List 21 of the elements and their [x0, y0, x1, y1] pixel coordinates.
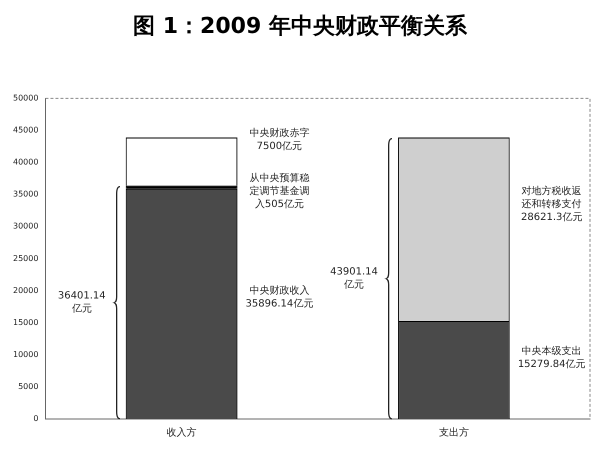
annotation: 从中央预算稳定调节基金调入505亿元 [249, 172, 310, 210]
annotation: 对地方税收返还和转移支付28621.3亿元 [521, 184, 582, 223]
y-tick-label: 50000 [12, 93, 38, 102]
y-tick-label: 40000 [12, 158, 38, 167]
annotation: 中央财政赤字7500亿元 [249, 127, 310, 152]
annotation: 中央本级支出15279.84亿元 [518, 345, 586, 370]
y-tick-label: 0 [33, 414, 38, 424]
y-tick-label: 45000 [12, 126, 38, 135]
annotation: 43901.14亿元 [330, 266, 378, 290]
y-tick-label: 25000 [12, 254, 38, 263]
x-tick-label: 支出方 [438, 426, 469, 439]
chart-title: 图 1：2009 年中央财政平衡关系 [133, 14, 468, 39]
annotation: 36401.14亿元 [58, 290, 106, 314]
y-tick-label: 10000 [12, 350, 38, 359]
x-tick-label: 收入方 [166, 426, 197, 439]
y-tick-label: 30000 [12, 222, 38, 231]
y-tick-label: 5000 [18, 382, 38, 392]
y-tick-label: 20000 [12, 286, 38, 295]
annotation: 中央财政收入35896.14亿元 [246, 284, 314, 310]
y-tick-label: 15000 [12, 318, 38, 327]
y-tick-label: 35000 [12, 190, 38, 199]
